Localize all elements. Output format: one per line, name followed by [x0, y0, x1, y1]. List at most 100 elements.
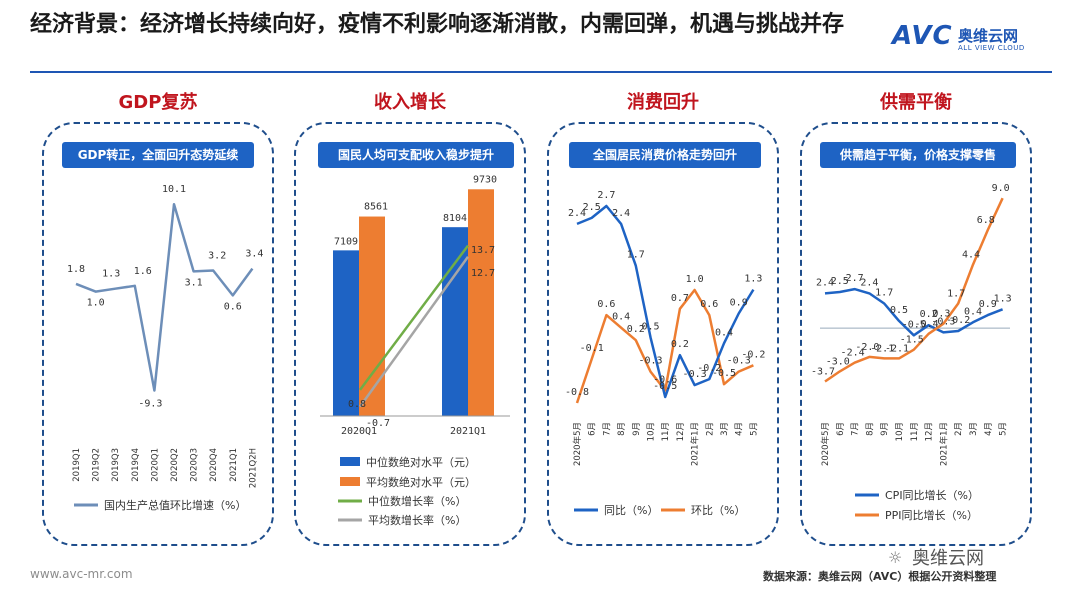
supply-cpi-data-label: 2.5: [831, 276, 849, 287]
gdp-x-tick: 2021Q2H: [248, 448, 258, 488]
supply-cpi-data-label: 2.4: [860, 277, 878, 288]
cpi-mom-data-label: -0.2: [741, 349, 765, 360]
supply-ppi-data-label: 0.3: [932, 309, 950, 320]
cpi-mom-data-label: 0.6: [597, 299, 615, 310]
cpi-mom-data-label: 0.6: [700, 299, 718, 310]
gdp-data-label: 1.6: [134, 266, 152, 277]
cpi-x-tick: 3月: [720, 422, 730, 436]
gdp-x-tick: 2020Q3: [190, 448, 200, 482]
supply-x-tick: 12月: [925, 422, 935, 441]
gdp-x-tick: 2020Q1: [150, 448, 160, 482]
supply-cpi-data-label: -0.5: [902, 319, 926, 330]
supply-cpi-data-label: 0.9: [979, 299, 997, 310]
cpi-mom-data-label: -0.5: [712, 368, 736, 379]
title-divider: [30, 71, 1052, 73]
gdp-data-label: 1.8: [67, 264, 85, 275]
cpi-yoy-line: [576, 204, 755, 399]
income-median-growth-line: [358, 244, 470, 391]
cpi-mom-data-label: -0.6: [653, 374, 677, 385]
supply-x-tick: 7月: [851, 422, 861, 436]
gdp-data-label: 1.3: [102, 269, 120, 280]
gdp-data-label: 0.6: [224, 301, 242, 312]
gdp-x-tick: 2020Q4: [209, 448, 219, 482]
logo-sub-text: ALL VIEW CLOUD: [958, 44, 1025, 52]
gdp-x-tick: 2019Q3: [111, 448, 121, 482]
logo-main-text: AVC: [892, 21, 953, 51]
section-title-supply: 供需平衡: [880, 92, 952, 113]
cpi-mom-data-label: 0.2: [627, 324, 645, 335]
cpi-yoy-data-label: 0.4: [715, 327, 733, 338]
panel-supply: [800, 122, 1032, 546]
cpi-yoy-data-label: 2.4: [612, 208, 630, 219]
cpi-yoy-legend-label: 同比（%）: [604, 504, 658, 517]
supply-x-tick: 10月: [895, 422, 905, 441]
supply-cpi-legend-label: CPI同比增长（%）: [885, 488, 979, 502]
cpi-mom-data-label: -0.8: [565, 387, 589, 398]
supply-ppi-data-label: -2.1: [885, 343, 909, 354]
cpi-yoy-data-label: -0.3: [683, 369, 707, 380]
income-average-label: 8561: [364, 202, 388, 213]
income-legend-label: 平均数增长率（%）: [368, 513, 466, 527]
cpi-x-tick: 9月: [632, 422, 642, 436]
gdp-data-label: 3.4: [245, 249, 263, 260]
supply-ppi-legend-label: PPI同比增长（%）: [885, 508, 978, 522]
section-title-income: 收入增长: [374, 92, 446, 113]
supply-ppi-data-label: -2.0: [855, 342, 879, 353]
supply-x-tick: 2021年1月: [938, 422, 949, 466]
gdp-x-tick: 2019Q1: [72, 448, 82, 482]
income-average-bar: [468, 189, 494, 416]
income-average-growth-line: [358, 256, 470, 408]
supply-cpi-data-label: 0.5: [890, 305, 908, 316]
cpi-mom-data-label: 0.4: [612, 312, 630, 323]
cpi-x-tick: 10月: [647, 422, 657, 441]
income-legend-swatch: [340, 457, 360, 466]
income-legend-label: 中位数增长率（%）: [368, 494, 466, 508]
cpi-mom-data-label: -0.1: [580, 343, 604, 354]
supply-cpi-data-label: -0.2: [946, 315, 970, 326]
wechat-icon: ☼: [888, 548, 903, 567]
panel-income: [294, 122, 526, 546]
supply-ppi-data-label: -2.4: [841, 348, 865, 359]
cpi-mom-data-label: -0.3: [727, 356, 751, 367]
panel-consumption: [547, 122, 779, 546]
income-legend-label: 平均数绝对水平（元）: [366, 475, 476, 489]
supply-x-tick: 2020年5月: [820, 422, 831, 466]
cpi-x-tick: 2月: [705, 422, 715, 436]
supply-cpi-data-label: 2.4: [816, 277, 834, 288]
supply-x-tick: 8月: [865, 422, 875, 436]
income-average-growth-label: -0.7: [366, 418, 390, 429]
supply-x-tick: 9月: [880, 422, 890, 436]
cpi-yoy-data-label: 0.2: [671, 339, 689, 350]
cpi-yoy-data-label: 0.9: [730, 297, 748, 308]
cpi-x-tick: 7月: [602, 422, 612, 436]
income-x-tick: 2021Q1: [450, 426, 486, 437]
cpi-yoy-data-label: 2.7: [597, 190, 615, 201]
cpi-mom-line: [575, 288, 754, 404]
website-text: www.avc-mr.com: [30, 567, 133, 581]
supply-ppi-data-label: -0.4: [915, 319, 939, 330]
cpi-x-tick: 8月: [617, 422, 627, 436]
gdp-x-tick: 2019Q4: [131, 448, 141, 482]
gdp-data-label: 3.2: [208, 250, 226, 261]
income-legend-label: 中位数绝对水平（元）: [366, 455, 476, 469]
supply-cpi-data-label: 2.7: [846, 273, 864, 284]
income-average-bar: [359, 216, 385, 416]
income-median-growth-label: 0.8: [348, 399, 366, 410]
subtitle-gdp: GDP转正，全面回升态势延续: [62, 142, 254, 168]
income-median-bar: [442, 227, 468, 416]
cpi-x-tick: 11月: [661, 422, 671, 441]
supply-x-tick: 6月: [836, 422, 846, 436]
income-x-tick: 2020Q1: [341, 426, 377, 437]
cpi-mom-data-label: 1.0: [686, 274, 704, 285]
cpi-mom-data-label: -0.3: [638, 356, 662, 367]
subtitle-supply: 供需趋于平衡，价格支撑零售: [820, 142, 1016, 168]
supply-ppi-data-label: 4.4: [962, 250, 980, 261]
cpi-yoy-data-label: 2.4: [568, 208, 586, 219]
supply-ppi-data-label: -3.7: [811, 366, 835, 377]
cpi-x-tick: 6月: [588, 422, 598, 436]
cpi-x-tick: 12月: [676, 422, 686, 441]
cpi-yoy-data-label: 0.5: [641, 321, 659, 332]
income-median-label: 7109: [334, 236, 358, 247]
supply-x-tick: 2月: [954, 422, 964, 436]
